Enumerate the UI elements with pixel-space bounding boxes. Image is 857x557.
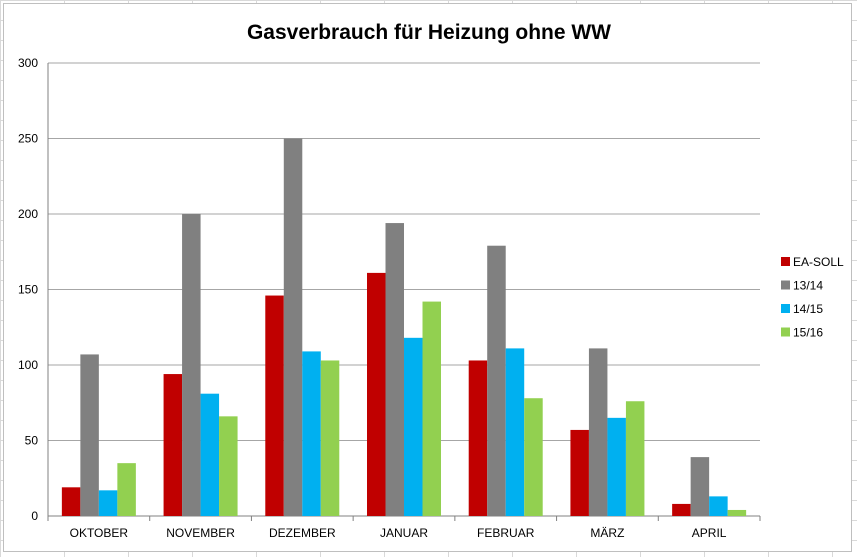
bar <box>385 223 404 516</box>
y-tick-label: 150 <box>18 283 38 297</box>
legend-label: 13/14 <box>793 279 823 293</box>
legend-swatch <box>781 257 790 266</box>
bar <box>607 417 626 516</box>
legend-label: 14/15 <box>793 302 823 316</box>
chart-title: Gasverbrauch für Heizung ohne WW <box>247 21 611 44</box>
x-tick-label: DEZEMBER <box>269 526 336 540</box>
bar <box>625 401 645 516</box>
bar <box>690 457 710 516</box>
bar <box>302 351 321 516</box>
bar <box>219 416 238 516</box>
bar <box>524 398 543 516</box>
legend-swatch <box>781 280 790 290</box>
bar <box>727 509 747 516</box>
bar <box>367 272 386 516</box>
x-tick-label: APRIL <box>692 526 727 540</box>
bar <box>505 348 525 516</box>
bar <box>468 360 488 516</box>
legend-swatch <box>781 327 790 337</box>
bar <box>163 374 183 516</box>
legend-swatch <box>781 304 790 313</box>
bar <box>61 487 81 516</box>
bar <box>588 348 608 516</box>
legend-label: 15/16 <box>793 326 823 340</box>
y-tick-label: 50 <box>25 434 39 448</box>
bar <box>487 245 506 516</box>
bar <box>98 490 118 516</box>
bar <box>265 295 284 516</box>
y-tick-label: 300 <box>18 56 38 70</box>
bar <box>709 496 728 516</box>
bar <box>117 463 136 516</box>
bar <box>182 214 201 516</box>
x-tick-label: NOVEMBER <box>166 526 235 540</box>
y-tick-label: 250 <box>18 132 38 146</box>
bar <box>283 138 303 516</box>
bar <box>80 354 99 516</box>
x-tick-label: FEBRUAR <box>477 526 535 540</box>
bar <box>570 429 589 516</box>
y-tick-label: 0 <box>31 509 38 523</box>
bar <box>200 393 220 516</box>
bar <box>404 337 423 516</box>
bar <box>672 503 691 516</box>
x-tick-label: JANUAR <box>380 526 428 540</box>
y-tick-label: 100 <box>18 358 38 372</box>
x-tick-label: OKTOBER <box>70 526 129 540</box>
legend-label: EA-SOLL <box>793 255 844 269</box>
y-tick-label: 200 <box>18 207 38 221</box>
bar <box>320 360 340 516</box>
x-tick-label: MÄRZ <box>590 526 624 540</box>
bar <box>422 301 441 516</box>
